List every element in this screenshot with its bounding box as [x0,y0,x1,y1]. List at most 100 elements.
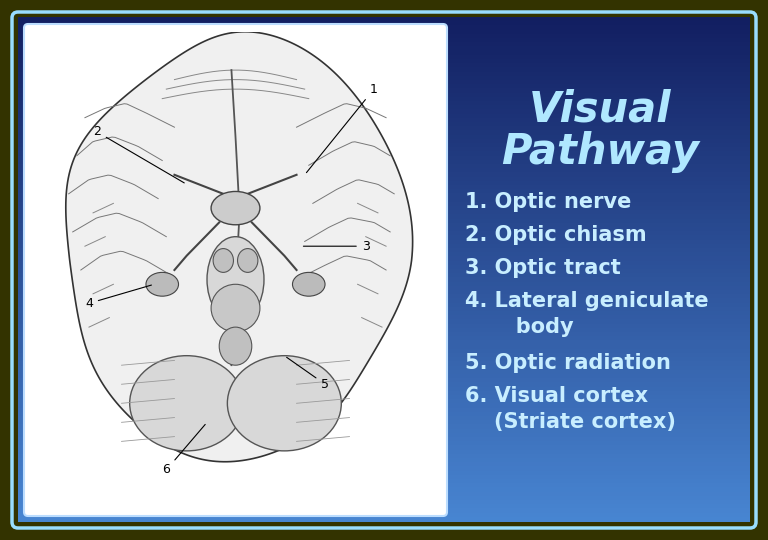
Bar [18,488,750,492]
Bar [18,508,750,514]
Bar [18,51,750,56]
Bar [18,357,750,362]
Bar [18,408,750,413]
Bar [18,55,750,60]
Bar [18,403,750,409]
Bar [18,294,750,299]
Bar [18,235,750,241]
Circle shape [213,248,233,272]
Bar [18,470,750,476]
Bar [18,437,750,442]
Text: 3: 3 [303,240,369,253]
Ellipse shape [146,272,178,296]
Bar [18,193,750,199]
Bar [18,118,750,123]
Bar [18,185,750,190]
Bar [18,491,750,497]
Bar [18,345,750,350]
Bar [18,336,750,341]
Ellipse shape [211,192,260,225]
Bar [18,340,750,346]
Bar [18,302,750,308]
Bar [18,72,750,77]
Bar [18,517,750,522]
Bar [18,286,750,291]
Ellipse shape [219,327,252,365]
Text: body: body [465,317,574,337]
Bar [18,110,750,114]
Bar [18,168,750,173]
Bar [18,328,750,333]
Bar [18,130,750,136]
Text: Visual: Visual [528,89,671,131]
Bar [18,189,750,194]
Bar [18,80,750,85]
Bar [18,206,750,211]
Bar [18,496,750,501]
Bar [18,374,750,379]
Bar [18,290,750,295]
Bar [18,323,750,329]
Bar [18,164,750,169]
Bar [18,479,750,484]
Bar [18,315,750,320]
Bar [18,261,750,266]
Text: 5. Optic radiation: 5. Optic radiation [465,353,671,373]
Bar [18,151,750,157]
Bar [18,446,750,450]
Bar [18,424,750,430]
Bar [18,143,750,148]
Bar [18,68,750,72]
Text: Pathway: Pathway [501,131,699,173]
Bar [18,299,750,303]
Bar [18,311,750,316]
Bar [18,248,750,253]
Bar [18,281,750,287]
Bar [18,97,750,102]
Bar [18,307,750,312]
Bar [18,84,750,90]
FancyBboxPatch shape [24,24,447,516]
Bar [18,475,750,480]
Bar [18,500,750,505]
Bar [18,399,750,404]
Text: 2: 2 [93,125,184,183]
Bar [18,105,750,110]
Bar [18,252,750,258]
Bar [18,441,750,447]
Bar [18,391,750,396]
Text: 2. Optic chiasm: 2. Optic chiasm [465,225,647,245]
Ellipse shape [211,284,260,332]
Bar [18,156,750,161]
Bar [18,25,750,31]
Bar [18,433,750,438]
Bar [18,92,750,98]
Bar [18,38,750,43]
Ellipse shape [207,237,264,322]
Bar [18,214,750,220]
Bar [18,17,750,22]
Bar [18,467,750,471]
Bar [18,416,750,421]
Bar [18,332,750,337]
Bar [18,198,750,203]
Text: 6: 6 [162,424,205,476]
Bar [18,227,750,232]
Bar [18,319,750,325]
Circle shape [237,248,258,272]
Bar [18,387,750,392]
Bar [18,366,750,371]
Bar [18,361,750,367]
Text: 5: 5 [286,357,329,391]
Bar [18,231,750,237]
Text: 4: 4 [85,285,151,310]
Bar [18,412,750,417]
Bar [18,512,750,518]
Bar [18,420,750,426]
Bar [18,395,750,400]
Text: 3. Optic tract: 3. Optic tract [465,258,621,278]
Bar [18,370,750,375]
Bar [18,349,750,354]
Bar [18,122,750,127]
Text: 6. Visual cortex: 6. Visual cortex [465,386,648,406]
